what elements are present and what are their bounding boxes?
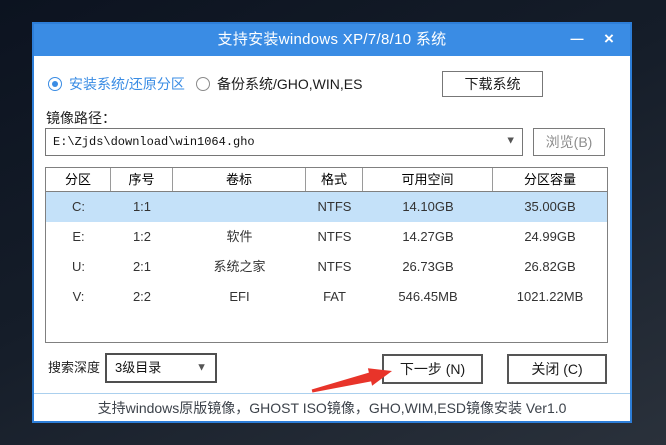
table-header-cell[interactable]: 序号 bbox=[111, 168, 173, 191]
table-cell-index: 2:2 bbox=[132, 289, 152, 304]
next-step-button[interactable]: 下一步 (N) bbox=[382, 354, 483, 384]
search-depth-label: 搜索深度 bbox=[48, 360, 101, 375]
table-cell-index: 1:2 bbox=[132, 229, 152, 244]
close-dialog-button[interactable]: 关闭 (C) bbox=[507, 354, 607, 384]
table-cell-label: 系统之家 bbox=[213, 259, 266, 274]
image-path-label: 镜像路径： bbox=[46, 110, 116, 126]
partition-table-header: 分区 序号 卷标 格式 可用空间 分区容量 bbox=[46, 168, 607, 192]
radio-install-mode[interactable]: 安装系统/还原分区 bbox=[48, 71, 185, 97]
table-cell-free: 546.45MB bbox=[398, 289, 458, 304]
table-cell-label bbox=[173, 192, 306, 222]
table-header-cell[interactable]: 分区 bbox=[46, 168, 111, 191]
table-cell-free: 26.73GB bbox=[402, 259, 454, 274]
table-header-cell[interactable]: 可用空间 bbox=[363, 168, 493, 191]
table-cell-free: 14.27GB bbox=[402, 229, 454, 244]
minimize-button[interactable]: — bbox=[562, 24, 592, 56]
table-row[interactable]: V: 2:2 EFI FAT 546.45MB 1021.22MB bbox=[46, 282, 607, 312]
red-annotation-arrow-icon bbox=[311, 368, 392, 393]
search-depth-value: 3级目录 bbox=[115, 360, 162, 375]
close-button[interactable]: × bbox=[594, 24, 624, 56]
table-row[interactable]: E: 1:2 软件 NTFS 14.27GB 24.99GB bbox=[46, 222, 607, 252]
table-cell-index: 2:1 bbox=[132, 259, 152, 274]
browse-button[interactable]: 浏览(B) bbox=[533, 128, 605, 156]
chevron-down-icon[interactable]: ▼ bbox=[507, 135, 514, 148]
table-cell-format: NTFS bbox=[317, 259, 352, 274]
minimize-icon: — bbox=[570, 31, 584, 46]
table-header-cell[interactable]: 格式 bbox=[306, 168, 363, 191]
table-cell-label: EFI bbox=[229, 289, 250, 304]
table-row[interactable]: C: 1:1 NTFS 14.10GB 35.00GB bbox=[46, 192, 607, 222]
table-cell-capacity: 35.00GB bbox=[524, 199, 576, 214]
table-cell-free: 14.10GB bbox=[402, 199, 454, 214]
table-cell-drive: C: bbox=[72, 199, 85, 214]
table-cell-format: NTFS bbox=[317, 199, 352, 214]
table-cell-index: 1:1 bbox=[132, 199, 152, 214]
download-system-button[interactable]: 下载系统 bbox=[442, 71, 543, 97]
table-cell-capacity: 1021.22MB bbox=[516, 289, 584, 304]
table-cell-label: 软件 bbox=[226, 229, 253, 244]
table-header-cell[interactable]: 分区容量 bbox=[523, 172, 576, 187]
table-cell-drive: E: bbox=[72, 229, 85, 244]
image-path-combobox[interactable]: E:\Zjds\download\win1064.gho ▼ bbox=[45, 128, 523, 156]
status-bar-text: 支持windows原版镜像，GHOST ISO镜像，GHO,WIM,ESD镜像安… bbox=[97, 400, 567, 416]
radio-install-label: 安装系统/还原分区 bbox=[69, 76, 185, 92]
partition-table-body: C: 1:1 NTFS 14.10GB 35.00GB E: 1:2 软件 NTFS 14.27G… bbox=[46, 192, 607, 312]
radio-selected-icon bbox=[48, 77, 62, 91]
radio-unselected-icon bbox=[196, 77, 210, 91]
table-row[interactable]: U: 2:1 系统之家 NTFS 26.73GB 26.82GB bbox=[46, 252, 607, 282]
search-depth-dropdown[interactable]: 3级目录 ▼ bbox=[105, 353, 217, 383]
table-cell-format: FAT bbox=[323, 289, 346, 304]
table-header-cell[interactable]: 卷标 bbox=[173, 168, 306, 191]
installer-window: 支持安装windows XP/7/8/10 系统 — × 安装系统/还原分区 备… bbox=[32, 22, 632, 423]
partition-table: 分区 序号 卷标 格式 可用空间 分区容量 C: 1:1 NTFS 14.10GB 35.00GB… bbox=[45, 167, 608, 343]
radio-backup-mode[interactable]: 备份系统/GHO,WIN,ES bbox=[196, 71, 362, 97]
radio-backup-label: 备份系统/GHO,WIN,ES bbox=[217, 76, 363, 92]
table-cell-capacity: 24.99GB bbox=[524, 229, 576, 244]
close-icon: × bbox=[604, 29, 614, 48]
table-cell-capacity: 26.82GB bbox=[524, 259, 576, 274]
window-title: 支持安装windows XP/7/8/10 系统 bbox=[217, 31, 447, 48]
image-path-value: E:\Zjds\download\win1064.gho bbox=[53, 135, 255, 149]
table-cell-drive: U: bbox=[72, 259, 85, 274]
titlebar[interactable]: 支持安装windows XP/7/8/10 系统 — × bbox=[34, 24, 630, 56]
chevron-down-icon[interactable]: ▼ bbox=[196, 361, 207, 374]
statusbar-divider bbox=[34, 393, 630, 394]
table-cell-format: NTFS bbox=[317, 229, 352, 244]
table-cell-drive: V: bbox=[72, 289, 85, 304]
